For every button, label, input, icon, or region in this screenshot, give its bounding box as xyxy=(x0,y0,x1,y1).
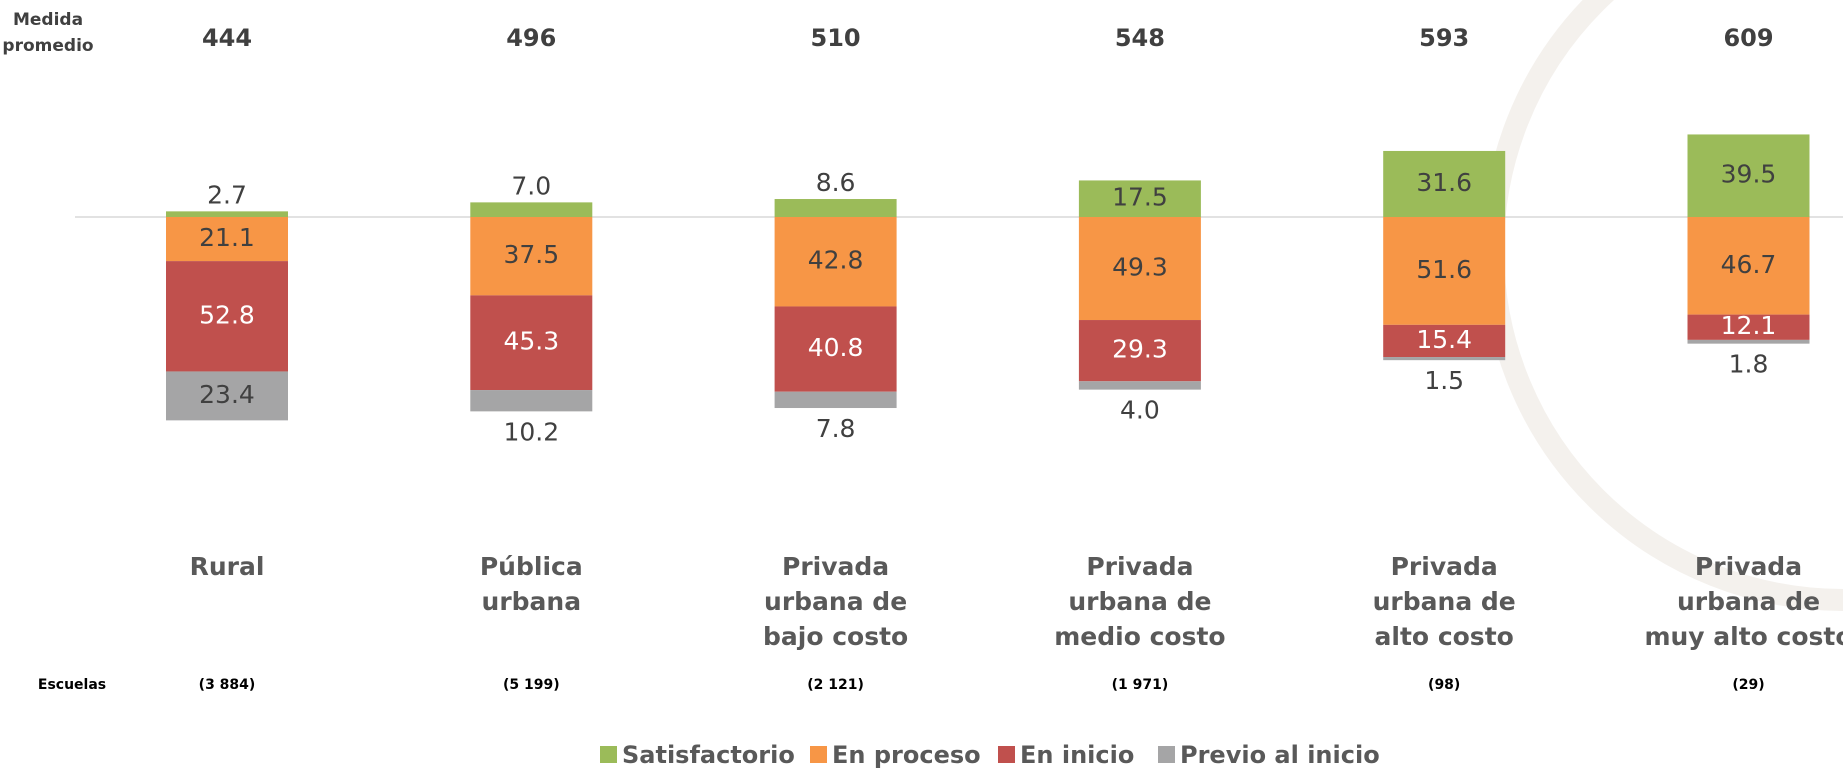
schools-value: (1 971) xyxy=(1112,677,1169,693)
average-value: 510 xyxy=(811,24,861,52)
bar-segment xyxy=(470,217,593,296)
legend-label: En inicio xyxy=(1020,741,1134,769)
legend-label: Previo al inicio xyxy=(1180,741,1380,769)
bar-segment xyxy=(1687,314,1810,340)
legend-swatch xyxy=(600,746,617,763)
value-label: 42.8 xyxy=(808,246,864,275)
bar-segment xyxy=(1687,134,1810,217)
average-label: promedio xyxy=(2,36,93,56)
value-label: 7.8 xyxy=(816,414,856,443)
category-label: urbana xyxy=(482,587,582,616)
legend-label: Satisfactorio xyxy=(622,741,795,769)
legend-swatch xyxy=(1158,746,1175,763)
average-value: 444 xyxy=(202,24,252,52)
value-label: 17.5 xyxy=(1112,183,1168,212)
category-label: Privada xyxy=(1086,552,1193,581)
bar-segment xyxy=(774,306,897,392)
category-label: Privada xyxy=(1695,552,1802,581)
category-label: Privada xyxy=(1391,552,1498,581)
schools-value: (98) xyxy=(1428,677,1460,693)
legend-swatch xyxy=(810,746,827,763)
value-label: 10.2 xyxy=(503,417,559,446)
bar-segment xyxy=(774,391,897,409)
bar-segment xyxy=(1078,180,1201,217)
schools-label: Escuelas xyxy=(38,677,106,693)
value-label: 37.5 xyxy=(503,240,559,269)
bar-segment xyxy=(166,211,288,217)
bar-segment xyxy=(470,202,593,217)
category-label: Pública xyxy=(480,552,583,581)
value-label: 15.4 xyxy=(1416,325,1472,354)
category-label: urbana de xyxy=(1677,587,1820,616)
category-label: urbana de xyxy=(764,587,907,616)
category-label: urbana de xyxy=(1068,587,1211,616)
bar-segment xyxy=(1078,320,1201,382)
value-label: 12.1 xyxy=(1721,311,1777,340)
category-label: Rural xyxy=(190,552,265,581)
value-label: 49.3 xyxy=(1112,253,1168,282)
bar-segment xyxy=(774,199,897,217)
bar-segment xyxy=(774,217,897,307)
value-label: 23.4 xyxy=(199,380,255,409)
bar-segment xyxy=(166,217,288,262)
value-label: 7.0 xyxy=(511,171,551,200)
average-value: 609 xyxy=(1723,24,1773,52)
category-label: medio costo xyxy=(1054,622,1225,651)
value-label: 21.1 xyxy=(199,223,255,252)
schools-value: (29) xyxy=(1732,677,1764,693)
value-label: 40.8 xyxy=(808,333,864,362)
bar-segment xyxy=(166,261,288,372)
bar-segment xyxy=(1383,217,1506,325)
legend-label: En proceso xyxy=(832,741,981,769)
value-label: 45.3 xyxy=(503,327,559,356)
value-label: 31.6 xyxy=(1416,168,1472,197)
bar-segment xyxy=(1078,217,1201,321)
value-label: 1.8 xyxy=(1729,350,1769,379)
value-label: 1.5 xyxy=(1424,366,1464,395)
value-label: 8.6 xyxy=(816,168,856,197)
schools-value: (5 199) xyxy=(503,677,560,693)
category-label: bajo costo xyxy=(763,622,908,651)
schools-value: (3 884) xyxy=(199,677,256,693)
bar-segment xyxy=(1383,357,1506,361)
value-label: 39.5 xyxy=(1721,160,1777,189)
category-label: urbana de xyxy=(1373,587,1516,616)
bar-segment xyxy=(1687,339,1810,344)
average-label: Medida xyxy=(13,10,83,30)
value-label: 29.3 xyxy=(1112,335,1168,364)
legend-swatch xyxy=(998,746,1015,763)
bar-segment xyxy=(470,295,593,391)
bar-segment xyxy=(1078,381,1201,390)
bar-segment xyxy=(1687,217,1810,315)
category-label: alto costo xyxy=(1375,622,1514,651)
value-label: 4.0 xyxy=(1120,396,1160,425)
value-label: 52.8 xyxy=(199,300,255,329)
bar-segment xyxy=(470,390,593,412)
category-label: Privada xyxy=(782,552,889,581)
average-value: 548 xyxy=(1115,24,1165,52)
schools-value: (2 121) xyxy=(807,677,864,693)
category-label: muy alto costo xyxy=(1644,622,1843,651)
value-label: 46.7 xyxy=(1721,250,1777,279)
bar-segment xyxy=(1383,150,1506,217)
bar-segment xyxy=(1383,324,1506,358)
bar-segment xyxy=(166,371,288,421)
value-label: 51.6 xyxy=(1416,255,1472,284)
average-value: 496 xyxy=(506,24,556,52)
value-label: 2.7 xyxy=(207,180,247,209)
average-value: 593 xyxy=(1419,24,1469,52)
